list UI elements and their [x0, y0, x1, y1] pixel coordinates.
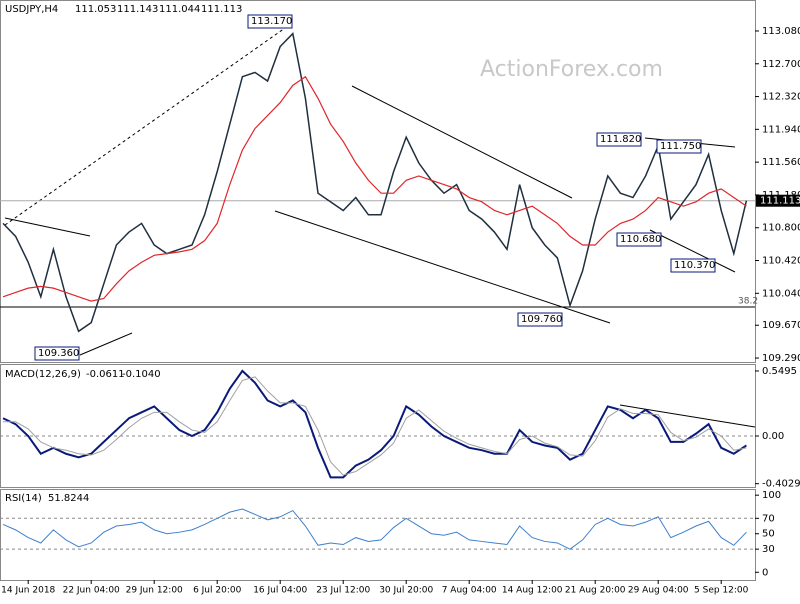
y-tick-label: 112.320 — [762, 92, 800, 103]
annotation-box — [34, 346, 80, 361]
macd-title: MACD(12,26,9) — [5, 369, 81, 380]
trendline — [619, 404, 756, 428]
y-tick-label: 0 — [762, 567, 768, 578]
annotation-box — [670, 258, 716, 273]
x-tick-label: 16 Jul 04:00 — [253, 586, 307, 596]
ohlc: 111.044 — [159, 4, 200, 15]
series-line — [2, 75, 747, 302]
macd-panel — [0, 364, 756, 488]
annotation-box — [517, 312, 563, 327]
trendline — [274, 210, 611, 324]
y-tick-label: 111.560 — [762, 157, 800, 168]
macd-value: -0.0611 — [86, 369, 125, 380]
annotation-box — [247, 14, 293, 29]
ohlc: 111.143 — [117, 4, 158, 15]
y-tick-label: 111.940 — [762, 124, 800, 135]
y-tick-label: 70 — [762, 513, 775, 524]
y-tick-label: 109.290 — [762, 353, 800, 364]
x-tick-label: 6 Jul 20:00 — [193, 586, 242, 596]
rsi-panel — [0, 489, 756, 581]
watermark: ActionForex.com — [480, 57, 663, 82]
series-line — [2, 508, 747, 550]
series-line — [2, 369, 747, 479]
annotation: 111.750 — [660, 141, 701, 152]
rsi-title: RSI(14) — [5, 493, 42, 504]
x-tick-label: 21 Aug 20:00 — [565, 586, 626, 596]
last-price: 111.113 — [760, 196, 800, 207]
ohlc: 111.113 — [201, 4, 242, 15]
series-line — [2, 32, 748, 333]
annotation: 109.360 — [38, 348, 79, 359]
y-tick-label: 100 — [762, 490, 781, 501]
y-tick-label: 0.5495 — [762, 366, 797, 377]
annotation: 110.680 — [620, 234, 661, 245]
trendline — [4, 27, 286, 226]
y-tick-label: 112.700 — [762, 59, 800, 70]
y-tick-label: 109.670 — [762, 320, 800, 331]
annotation: 110.370 — [674, 260, 715, 271]
series-line — [3, 376, 747, 476]
y-tick-label: -0.4029 — [762, 479, 800, 490]
x-tick-label: 7 Aug 04:00 — [442, 586, 497, 596]
x-tick-label: 29 Jun 12:00 — [126, 586, 183, 596]
trendlines — [0, 27, 756, 428]
annotation-box — [616, 232, 662, 247]
trendline — [79, 332, 133, 356]
y-tick-label: 0.00 — [762, 431, 784, 442]
x-tick-label: 14 Jun 2018 — [1, 586, 55, 596]
annotation-box — [656, 139, 702, 154]
x-tick-label: 22 Jun 04:00 — [63, 586, 120, 596]
x-tick-label: 23 Jul 12:00 — [316, 586, 370, 596]
x-tick-label: 29 Aug 04:00 — [628, 586, 689, 596]
x-tick-label: 5 Sep 12:00 — [694, 586, 749, 596]
y-tick-label: 110.800 — [762, 223, 800, 234]
x-tick-label: 30 Jul 20:00 — [379, 586, 433, 596]
rsi-value: 51.8244 — [48, 493, 89, 504]
annotation: 113.170 — [251, 16, 292, 27]
trendline — [4, 217, 91, 237]
y-tick-label: 113.080 — [762, 26, 800, 37]
annotation-box — [596, 132, 642, 147]
trendline — [351, 85, 573, 199]
annotation: 38.2 — [738, 297, 758, 307]
annotation: 109.760 — [521, 314, 562, 325]
y-tick-label: 110.040 — [762, 288, 800, 299]
ohlc: 111.053 — [75, 4, 116, 15]
trendline — [649, 229, 736, 273]
symbol: USDJPY,H4 — [5, 4, 58, 15]
annotation: 111.820 — [600, 134, 641, 145]
y-tick-label: 30 — [762, 544, 775, 555]
y-tick-label: 50 — [762, 529, 775, 540]
price-panel — [0, 0, 756, 363]
last-price-box — [756, 194, 800, 207]
macd-value: -0.1040 — [122, 369, 161, 380]
y-tick-label: 110.420 — [762, 256, 800, 267]
x-tick-label: 14 Aug 12:00 — [502, 586, 563, 596]
